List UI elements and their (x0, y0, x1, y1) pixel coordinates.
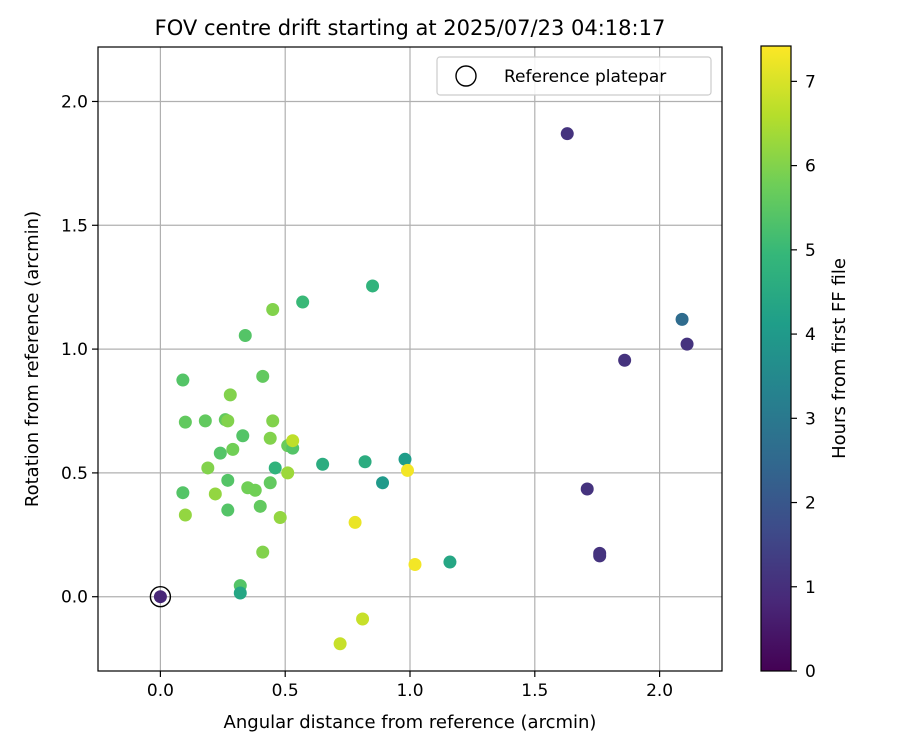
colorbar-tick-label: 5 (805, 241, 816, 261)
data-point (358, 455, 372, 469)
data-point (593, 549, 607, 563)
colorbar (760, 45, 792, 672)
y-tick-label: 1.5 (61, 216, 88, 236)
colorbar-tick-label: 0 (805, 662, 816, 682)
legend-box (436, 56, 712, 96)
data-point (348, 515, 362, 529)
data-point (208, 487, 222, 501)
x-tick-label: 1.5 (521, 681, 548, 701)
data-point (226, 442, 240, 456)
data-point (618, 353, 632, 367)
data-point (333, 637, 347, 651)
data-point (238, 328, 252, 342)
colorbar-label: Hours from first FF file (829, 258, 850, 459)
colorbar-ticks: 0 1 2 3 4 5 6 7 (791, 72, 816, 682)
data-point (263, 431, 277, 445)
legend-label-reference: Reference platepar (504, 67, 666, 87)
data-point (356, 612, 370, 626)
data-point (680, 337, 694, 351)
grid (98, 47, 722, 671)
data-point (176, 373, 190, 387)
x-tick-label: 2.0 (646, 681, 673, 701)
data-point (401, 463, 415, 477)
x-axis-label: Angular distance from reference (arcmin) (224, 712, 597, 733)
y-tick-label: 2.0 (61, 92, 88, 112)
data-point (176, 486, 190, 500)
data-point (316, 457, 330, 471)
data-point (263, 476, 277, 490)
x-axis-ticks: 0.0 0.5 1.0 1.5 2.0 (147, 671, 673, 701)
x-tick-label: 0.0 (147, 681, 174, 701)
colorbar-tick-label: 1 (805, 578, 816, 598)
data-point (443, 555, 457, 569)
data-point (248, 483, 262, 497)
y-tick-label: 0.0 (61, 588, 88, 608)
data-point (253, 499, 267, 513)
data-point (256, 545, 270, 559)
data-point (213, 446, 227, 460)
data-point (221, 414, 235, 428)
data-point (273, 510, 287, 524)
data-point (286, 434, 300, 448)
data-point (268, 461, 282, 475)
chart-title: FOV centre drift starting at 2025/07/23 … (155, 16, 666, 40)
data-point (408, 558, 422, 572)
data-point (236, 429, 250, 443)
legend-marker-reference (455, 65, 477, 87)
data-point (398, 452, 412, 466)
data-point (223, 388, 237, 402)
y-tick-label: 1.0 (61, 340, 88, 360)
colorbar-tick-label: 4 (805, 325, 816, 345)
colorbar-tick-label: 3 (805, 409, 816, 429)
data-point (221, 473, 235, 487)
data-point (266, 414, 280, 428)
data-points (149, 127, 694, 651)
data-point (201, 461, 215, 475)
y-axis-label: Rotation from reference (arcmin) (22, 211, 43, 507)
data-point (266, 302, 280, 316)
y-tick-label: 0.5 (61, 464, 88, 484)
y-axis-ticks: 0.0 0.5 1.0 1.5 2.0 (61, 92, 98, 608)
data-point (366, 279, 380, 293)
data-point (296, 295, 310, 309)
reference-platepar-marker (149, 586, 172, 608)
colorbar-tick-label: 6 (805, 157, 816, 177)
data-point (256, 369, 270, 383)
data-point (233, 586, 247, 600)
data-point (178, 415, 192, 429)
data-point (178, 508, 192, 522)
data-point (376, 476, 390, 490)
data-point (675, 312, 689, 326)
colorbar-tick-label: 2 (805, 494, 816, 514)
legend: Reference platepar (436, 56, 712, 96)
data-point (221, 503, 235, 517)
data-point (198, 414, 212, 428)
x-tick-label: 0.5 (272, 681, 299, 701)
data-point (281, 466, 295, 480)
colorbar-tick-label: 7 (805, 72, 816, 92)
data-point (580, 482, 594, 496)
x-tick-label: 1.0 (396, 681, 423, 701)
data-point (153, 590, 167, 604)
data-point (560, 127, 574, 141)
